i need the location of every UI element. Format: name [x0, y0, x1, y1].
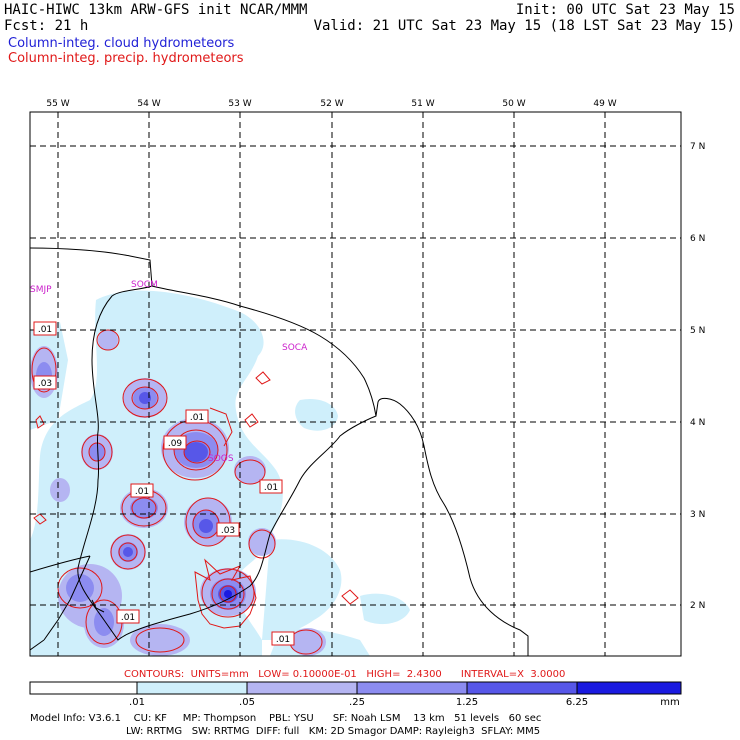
contours-info: CONTOURS: UNITS=mm LOW= 0.10000E-01 HIGH… [124, 669, 565, 680]
colorbar [29, 681, 682, 695]
colorbar-tick: 1.25 [456, 697, 478, 708]
lon-label: 51 W [411, 99, 434, 109]
contour-label: .01 [190, 413, 204, 423]
contour-label: .01 [276, 635, 290, 645]
map-field: SMJP SOCM SOCA SOOS .01 .03 .01 .09 .01 … [30, 112, 681, 656]
lon-label: 52 W [320, 99, 343, 109]
contour-label: .03 [38, 379, 52, 389]
lat-lon-grid [30, 112, 681, 656]
init-time: Init: 00 UTC Sat 23 May 15 [516, 2, 735, 18]
colorbar-tick: .25 [349, 697, 365, 708]
station-label: SOCM [131, 280, 158, 290]
lat-label: 4 N [690, 418, 705, 428]
coastline [30, 247, 529, 656]
legend-precip: Column-integ. precip. hydrometeors [8, 51, 244, 66]
contour-label: .01 [264, 483, 278, 493]
plot-title: HAIC-HIWC 13km ARW-GFS init NCAR/MMM [4, 2, 307, 18]
cloud-shading-max [224, 590, 232, 598]
colorbar-unit: mm [660, 697, 679, 708]
colorbar-tick: .01 [129, 697, 145, 708]
valid-time: Valid: 21 UTC Sat 23 May 15 (18 LST Sat … [314, 18, 735, 34]
legend-cloud: Column-integ. cloud hydrometeors [8, 36, 235, 51]
contour-label: .01 [135, 487, 149, 497]
station-label: SOOS [208, 454, 234, 464]
colorbar-tick: 6.25 [566, 697, 588, 708]
colorbar-tick: .05 [239, 697, 255, 708]
lat-label: 3 N [690, 510, 705, 520]
lat-label: 5 N [690, 326, 705, 336]
lon-label: 55 W [46, 99, 69, 109]
lon-label: 53 W [228, 99, 251, 109]
contour-label: .01 [38, 325, 52, 335]
contour-label: .03 [221, 526, 235, 536]
lat-label: 6 N [690, 234, 705, 244]
lat-label: 7 N [690, 142, 705, 152]
contour-label: .09 [168, 439, 183, 449]
station-label: SMJP [30, 285, 52, 295]
station-label: SOCA [282, 343, 308, 353]
forecast-hour: Fcst: 21 h [4, 18, 88, 34]
lon-label: 54 W [137, 99, 160, 109]
lon-label: 50 W [502, 99, 525, 109]
model-info-line-1: Model Info: V3.6.1 CU: KF MP: Thompson P… [30, 713, 541, 724]
model-info-line-2: LW: RRTMG SW: RRTMG DIFF: full KM: 2D Sm… [126, 726, 540, 737]
lon-label: 49 W [593, 99, 616, 109]
contour-labels: .01 .03 .01 .09 .01 .01 .03 .01 .01 [33, 321, 295, 646]
lat-label: 2 N [690, 601, 705, 611]
map-frame [29, 111, 682, 657]
contour-label: .01 [121, 613, 135, 623]
